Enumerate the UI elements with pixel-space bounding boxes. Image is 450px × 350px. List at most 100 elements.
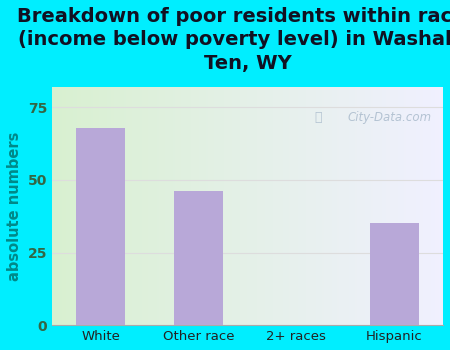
Bar bbox=[76, 127, 125, 325]
Bar bbox=[238, 87, 240, 325]
Bar bbox=[275, 87, 277, 325]
Bar bbox=[252, 87, 253, 325]
Bar bbox=[97, 87, 99, 325]
Text: City-Data.com: City-Data.com bbox=[347, 111, 431, 124]
Bar bbox=[77, 87, 79, 325]
Bar bbox=[316, 87, 318, 325]
Bar bbox=[52, 87, 54, 325]
Bar bbox=[297, 87, 298, 325]
Bar bbox=[312, 87, 314, 325]
Bar bbox=[103, 87, 105, 325]
Bar bbox=[162, 87, 163, 325]
Bar bbox=[308, 87, 310, 325]
Bar bbox=[326, 87, 328, 325]
Bar bbox=[222, 87, 224, 325]
Bar bbox=[193, 87, 195, 325]
Bar bbox=[261, 87, 263, 325]
Bar bbox=[267, 87, 269, 325]
Bar bbox=[328, 87, 329, 325]
Bar bbox=[371, 87, 373, 325]
Bar bbox=[332, 87, 333, 325]
Bar bbox=[175, 87, 177, 325]
Bar bbox=[236, 87, 238, 325]
Bar bbox=[60, 87, 62, 325]
Bar bbox=[81, 87, 83, 325]
Bar bbox=[111, 87, 112, 325]
Bar bbox=[146, 87, 148, 325]
Bar bbox=[269, 87, 271, 325]
Bar bbox=[62, 87, 63, 325]
Bar bbox=[128, 87, 130, 325]
Bar bbox=[425, 87, 428, 325]
Bar bbox=[68, 87, 69, 325]
Bar bbox=[228, 87, 230, 325]
Bar bbox=[169, 87, 171, 325]
Bar bbox=[355, 87, 357, 325]
Bar bbox=[263, 87, 265, 325]
Bar bbox=[185, 87, 187, 325]
Bar bbox=[255, 87, 257, 325]
Bar bbox=[201, 87, 203, 325]
Bar bbox=[304, 87, 306, 325]
Bar bbox=[156, 87, 158, 325]
Bar bbox=[218, 87, 220, 325]
Bar bbox=[117, 87, 118, 325]
Bar bbox=[126, 87, 128, 325]
Bar bbox=[431, 87, 433, 325]
Bar bbox=[179, 87, 181, 325]
Bar bbox=[232, 87, 234, 325]
Bar bbox=[95, 87, 97, 325]
Bar bbox=[418, 87, 419, 325]
Bar bbox=[204, 87, 207, 325]
Bar bbox=[240, 87, 242, 325]
Bar bbox=[54, 87, 56, 325]
Bar bbox=[171, 87, 173, 325]
Bar bbox=[302, 87, 304, 325]
Bar bbox=[148, 87, 150, 325]
Bar bbox=[216, 87, 218, 325]
Bar bbox=[99, 87, 101, 325]
Bar bbox=[338, 87, 339, 325]
Bar bbox=[342, 87, 343, 325]
Bar bbox=[402, 87, 404, 325]
Bar bbox=[202, 87, 204, 325]
Bar bbox=[226, 87, 228, 325]
Bar bbox=[174, 191, 223, 325]
Bar bbox=[390, 87, 392, 325]
Bar bbox=[422, 87, 423, 325]
Bar bbox=[153, 87, 156, 325]
Bar bbox=[195, 87, 197, 325]
Bar bbox=[248, 87, 249, 325]
Bar bbox=[224, 87, 226, 325]
Bar bbox=[93, 87, 95, 325]
Bar bbox=[163, 87, 165, 325]
Bar bbox=[79, 87, 81, 325]
Bar bbox=[281, 87, 283, 325]
Bar bbox=[230, 87, 232, 325]
Bar bbox=[243, 87, 246, 325]
Bar bbox=[314, 87, 316, 325]
Bar bbox=[138, 87, 140, 325]
Bar bbox=[220, 87, 222, 325]
Bar bbox=[259, 87, 261, 325]
Bar bbox=[428, 87, 429, 325]
Bar bbox=[392, 87, 394, 325]
Bar bbox=[105, 87, 107, 325]
Bar bbox=[387, 87, 388, 325]
Bar bbox=[283, 87, 284, 325]
Bar bbox=[339, 87, 342, 325]
Bar bbox=[284, 87, 287, 325]
Bar bbox=[112, 87, 114, 325]
Bar bbox=[343, 87, 345, 325]
Bar bbox=[101, 87, 103, 325]
Bar bbox=[253, 87, 255, 325]
Bar bbox=[300, 87, 302, 325]
Bar bbox=[56, 87, 58, 325]
Bar bbox=[150, 87, 152, 325]
Bar bbox=[419, 87, 422, 325]
Bar bbox=[165, 87, 167, 325]
Bar bbox=[373, 87, 374, 325]
Bar bbox=[333, 87, 336, 325]
Bar bbox=[349, 87, 351, 325]
Bar bbox=[320, 87, 322, 325]
